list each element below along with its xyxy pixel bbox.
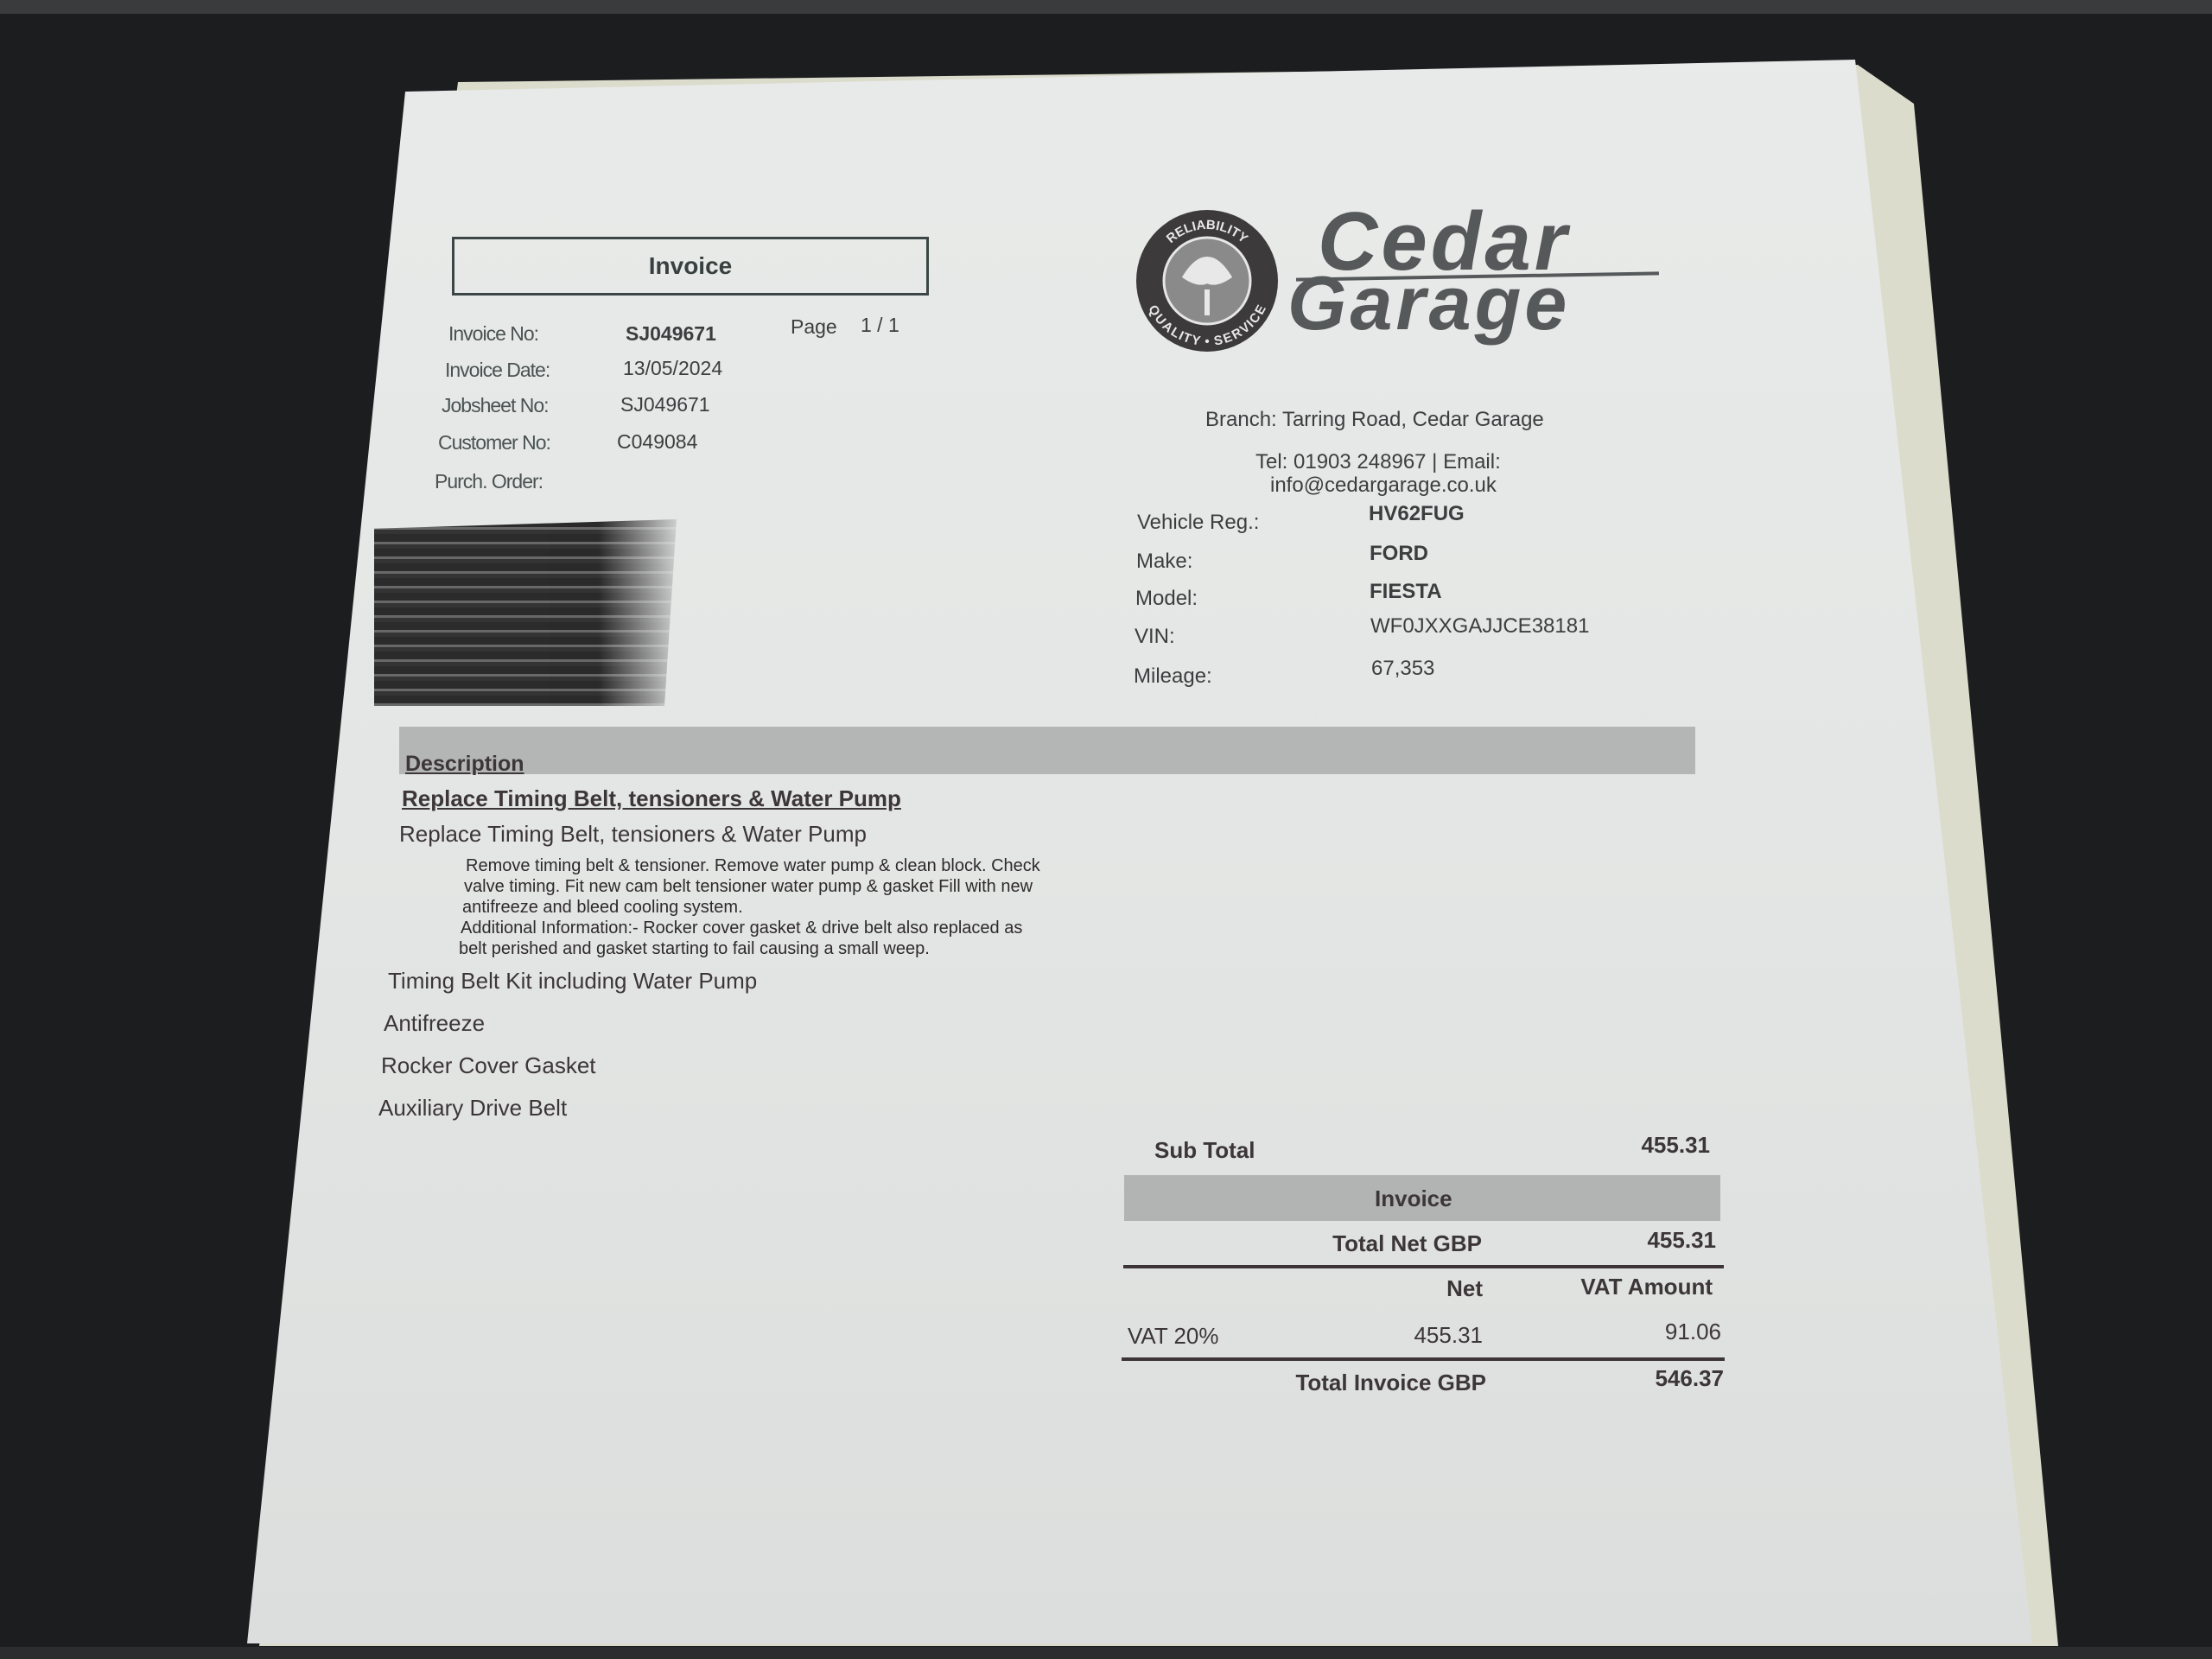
make-label: Make: xyxy=(1136,550,1193,573)
vin-value: WF0JXXGAJJCE38181 xyxy=(1370,614,1590,638)
part-item: Auxiliary Drive Belt xyxy=(378,1095,568,1121)
vat-net-value: 455.31 xyxy=(1414,1322,1483,1348)
vat-amount-value: 91.06 xyxy=(1664,1319,1721,1344)
divider xyxy=(1122,1357,1725,1361)
job-notes-line-4: Additional Information:- Rocker cover ga… xyxy=(461,918,1023,938)
sub-total-label: Sub Total xyxy=(1154,1137,1255,1163)
totals-section-title: Invoice xyxy=(1375,1185,1452,1211)
background-bottom-edge xyxy=(0,1647,2212,1659)
branch-email: info@cedargarage.co.uk xyxy=(1270,474,1497,497)
invoice-date-label: Invoice Date: xyxy=(445,359,550,381)
invoice-no-label: Invoice No: xyxy=(448,322,539,345)
customer-no-label: Customer No: xyxy=(438,431,551,454)
redacted-customer-address xyxy=(374,519,677,706)
total-net-label: Total Net GBP xyxy=(1332,1230,1482,1256)
background-top-edge xyxy=(0,0,2212,14)
total-invoice-label: Total Invoice GBP xyxy=(1295,1370,1486,1395)
vin-label: VIN: xyxy=(1135,625,1175,648)
jobsheet-no-label: Jobsheet No: xyxy=(442,394,550,416)
cedar-tree-seal-logo: RELIABILITY QUALITY • SERVICE xyxy=(1136,210,1278,352)
page-label: Page xyxy=(791,315,837,338)
total-invoice-value: 546.37 xyxy=(1655,1365,1724,1391)
logo-word-cedar: Cedar xyxy=(1318,195,1571,288)
vat-rate-label: VAT 20% xyxy=(1128,1323,1219,1349)
vat-amount-column-header: VAT Amount xyxy=(1580,1274,1713,1300)
description-header-bar xyxy=(399,727,1695,774)
logo-word-garage: Garage xyxy=(1287,260,1571,346)
job-notes-line-2: valve timing. Fit new cam belt tensioner… xyxy=(464,877,1033,896)
job-notes-line-3: antifreeze and bleed cooling system. xyxy=(462,898,743,917)
model-value: FIESTA xyxy=(1370,580,1442,603)
net-column-header: Net xyxy=(1446,1275,1483,1301)
make-value: FORD xyxy=(1370,542,1428,565)
sub-total-value: 455.31 xyxy=(1641,1132,1710,1158)
part-item: Timing Belt Kit including Water Pump xyxy=(388,968,758,994)
customer-no-value: C049084 xyxy=(617,430,698,453)
page-value: 1 / 1 xyxy=(861,314,899,336)
job-notes-line-1: Remove timing belt & tensioner. Remove w… xyxy=(466,856,1040,875)
total-net-value: 455.31 xyxy=(1647,1227,1716,1253)
invoice-no-value: SJ049671 xyxy=(626,322,716,345)
branch-telephone: Tel: 01903 248967 | Email: xyxy=(1255,450,1501,474)
branch-address: Branch: Tarring Road, Cedar Garage xyxy=(1205,408,1544,431)
invoice-title-box: Invoice xyxy=(452,237,929,296)
description-header: Description xyxy=(405,752,524,776)
vehicle-reg-label: Vehicle Reg.: xyxy=(1137,511,1260,534)
totals-header-bar xyxy=(1124,1175,1720,1221)
model-label: Model: xyxy=(1135,587,1198,610)
vehicle-reg-value: HV62FUG xyxy=(1369,502,1465,525)
purch-order-label: Purch. Order: xyxy=(435,470,543,493)
divider xyxy=(1123,1265,1724,1268)
part-item: Antifreeze xyxy=(384,1010,486,1036)
part-item: Rocker Cover Gasket xyxy=(381,1052,596,1078)
mileage-value: 67,353 xyxy=(1371,657,1435,680)
job-title: Replace Timing Belt, tensioners & Water … xyxy=(402,785,901,811)
job-notes-line-5: belt perished and gasket starting to fai… xyxy=(459,939,930,958)
mileage-label: Mileage: xyxy=(1134,664,1212,688)
jobsheet-no-value: SJ049671 xyxy=(620,393,710,416)
job-line: Replace Timing Belt, tensioners & Water … xyxy=(399,821,867,847)
invoice-date-value: 13/05/2024 xyxy=(623,357,723,379)
